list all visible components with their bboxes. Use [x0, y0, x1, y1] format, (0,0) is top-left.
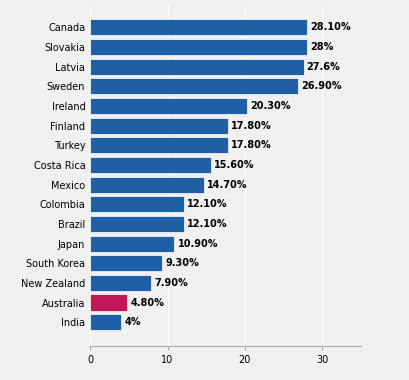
Text: 20.30%: 20.30%: [249, 101, 290, 111]
Bar: [90, 236, 174, 252]
Bar: [90, 294, 127, 310]
Bar: [90, 19, 307, 35]
Text: 10.90%: 10.90%: [177, 239, 218, 249]
Bar: [90, 157, 210, 173]
Bar: [90, 177, 203, 193]
Text: 9.30%: 9.30%: [165, 258, 198, 268]
Text: 4.80%: 4.80%: [130, 298, 164, 307]
Bar: [90, 98, 247, 114]
Text: 15.60%: 15.60%: [213, 160, 254, 170]
Text: 17.80%: 17.80%: [230, 140, 271, 150]
Text: 12.10%: 12.10%: [187, 219, 227, 229]
Text: 28%: 28%: [309, 42, 333, 52]
Bar: [90, 196, 183, 212]
Bar: [90, 59, 303, 75]
Bar: [90, 118, 227, 134]
Text: 12.10%: 12.10%: [187, 199, 227, 209]
Text: 28.10%: 28.10%: [310, 22, 351, 32]
Bar: [90, 314, 121, 330]
Text: 26.90%: 26.90%: [301, 81, 341, 91]
Text: 4%: 4%: [124, 317, 140, 327]
Text: 7.90%: 7.90%: [154, 278, 188, 288]
Text: 14.70%: 14.70%: [207, 180, 247, 190]
Bar: [90, 255, 162, 271]
Bar: [90, 137, 227, 154]
Bar: [90, 275, 151, 291]
Text: 17.80%: 17.80%: [230, 121, 271, 131]
Text: 27.6%: 27.6%: [306, 62, 339, 72]
Bar: [90, 216, 183, 232]
Bar: [90, 78, 297, 94]
Bar: [90, 39, 306, 55]
